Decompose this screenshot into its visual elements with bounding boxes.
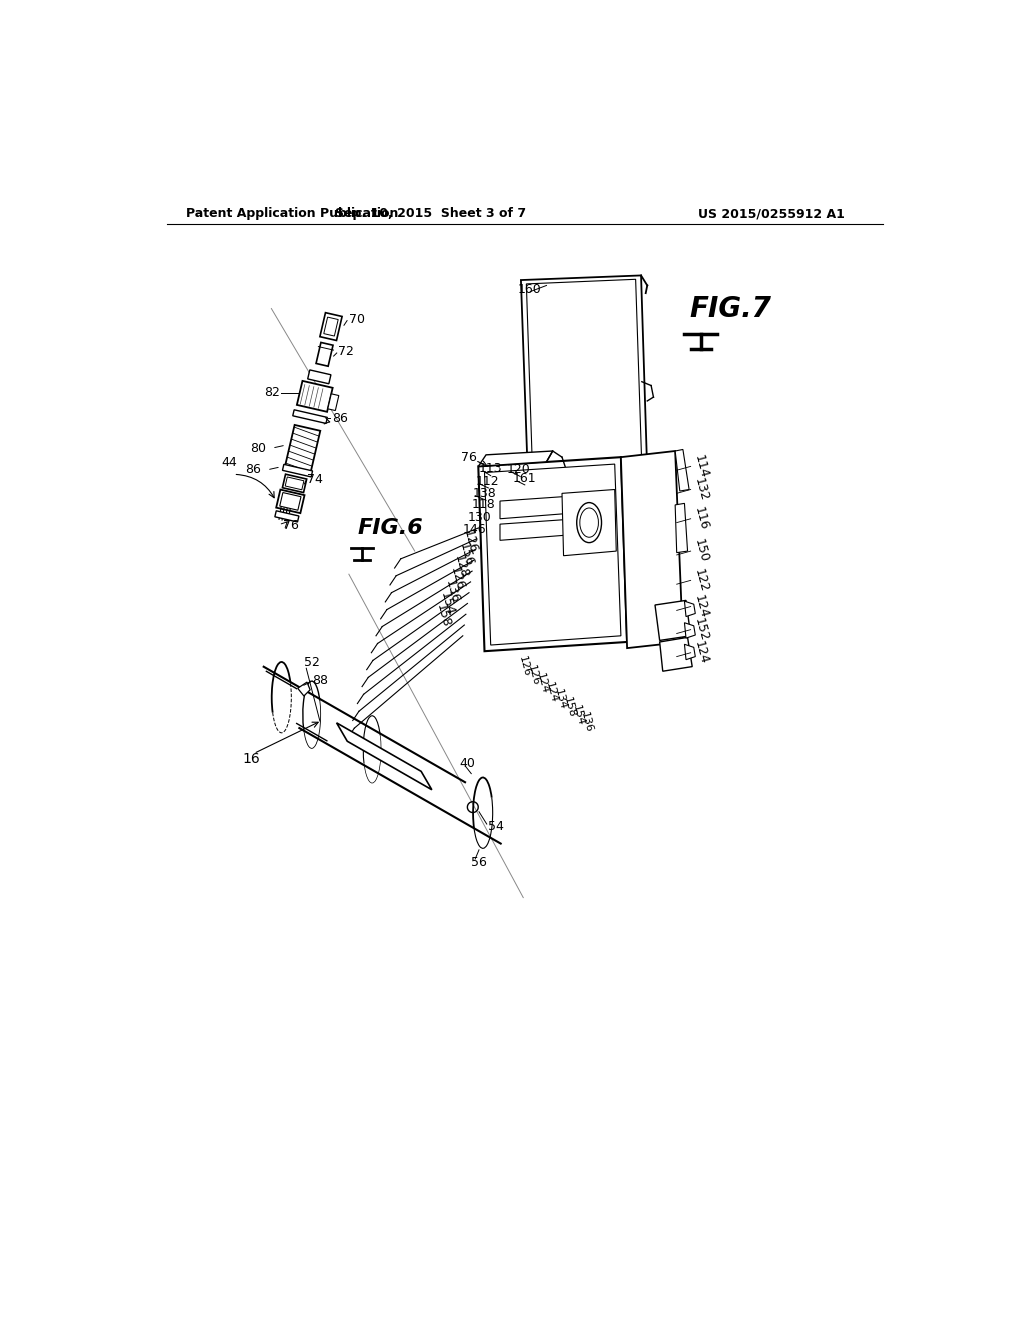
Text: 52: 52 — [304, 656, 319, 669]
Polygon shape — [478, 451, 553, 466]
Polygon shape — [675, 449, 689, 491]
Polygon shape — [684, 601, 695, 616]
Text: 88: 88 — [311, 675, 328, 688]
Text: 113: 113 — [479, 462, 503, 475]
Polygon shape — [293, 409, 328, 424]
Text: 150: 150 — [692, 537, 711, 565]
Polygon shape — [319, 313, 342, 341]
Text: 120: 120 — [506, 463, 530, 477]
Text: 130: 130 — [467, 511, 492, 524]
Text: 76: 76 — [284, 519, 299, 532]
Polygon shape — [274, 511, 299, 521]
Text: 158: 158 — [562, 696, 578, 719]
Text: US 2015/0255912 A1: US 2015/0255912 A1 — [697, 207, 845, 220]
Text: 154: 154 — [438, 590, 457, 616]
Text: 116: 116 — [692, 506, 711, 532]
Text: 16: 16 — [243, 752, 260, 766]
Text: 114: 114 — [692, 453, 711, 479]
Text: Sep. 10, 2015  Sheet 3 of 7: Sep. 10, 2015 Sheet 3 of 7 — [335, 207, 525, 220]
Text: 146: 146 — [463, 523, 486, 536]
Polygon shape — [500, 519, 579, 540]
Polygon shape — [297, 381, 333, 412]
Text: 136: 136 — [442, 578, 462, 605]
Polygon shape — [316, 342, 333, 366]
Text: 76: 76 — [461, 450, 477, 463]
Polygon shape — [500, 496, 579, 519]
Text: 132: 132 — [692, 477, 711, 503]
Text: 126: 126 — [447, 566, 466, 591]
Polygon shape — [337, 723, 432, 789]
Text: 158: 158 — [433, 602, 452, 630]
Polygon shape — [324, 317, 338, 337]
Text: 134: 134 — [553, 688, 568, 711]
Polygon shape — [285, 425, 321, 473]
Text: 161: 161 — [512, 473, 536, 486]
Text: 126: 126 — [517, 655, 532, 678]
Text: FIG.7: FIG.7 — [690, 294, 772, 322]
Polygon shape — [280, 492, 301, 511]
Text: 126: 126 — [526, 664, 542, 688]
Text: 54: 54 — [488, 820, 504, 833]
Text: 124: 124 — [535, 672, 550, 696]
Polygon shape — [562, 490, 616, 556]
Polygon shape — [521, 276, 647, 478]
Text: 128: 128 — [452, 553, 471, 579]
Polygon shape — [286, 477, 304, 490]
Polygon shape — [307, 370, 331, 384]
Text: 122: 122 — [692, 568, 711, 594]
Polygon shape — [526, 280, 642, 471]
Polygon shape — [298, 682, 310, 696]
Polygon shape — [276, 490, 304, 513]
Text: 74: 74 — [307, 473, 324, 486]
Polygon shape — [684, 644, 695, 660]
Text: 136: 136 — [579, 711, 594, 734]
Text: 126: 126 — [461, 529, 480, 554]
Polygon shape — [478, 457, 627, 651]
Text: 124: 124 — [544, 680, 559, 704]
Polygon shape — [283, 474, 307, 492]
Text: 124: 124 — [692, 594, 711, 619]
Polygon shape — [675, 503, 687, 553]
Text: FIG.6: FIG.6 — [357, 517, 423, 539]
Text: 152: 152 — [692, 616, 711, 643]
Text: 40: 40 — [460, 758, 475, 770]
Text: 112: 112 — [475, 475, 499, 488]
Text: 156: 156 — [457, 541, 475, 568]
Polygon shape — [684, 623, 695, 638]
Text: 70: 70 — [348, 313, 365, 326]
Polygon shape — [659, 638, 692, 671]
Text: 118: 118 — [471, 499, 495, 511]
Text: 44: 44 — [222, 457, 238, 470]
Text: 86: 86 — [332, 412, 348, 425]
Text: 124: 124 — [692, 640, 711, 665]
Text: 56: 56 — [471, 855, 487, 869]
Text: 160: 160 — [518, 282, 542, 296]
Text: 80: 80 — [250, 442, 266, 454]
Polygon shape — [283, 465, 312, 477]
Text: 154: 154 — [570, 704, 586, 726]
Text: 138: 138 — [473, 487, 497, 500]
Text: 82: 82 — [263, 387, 280, 400]
Polygon shape — [328, 393, 339, 411]
Polygon shape — [621, 451, 683, 648]
Text: Patent Application Publication: Patent Application Publication — [186, 207, 398, 220]
Text: 72: 72 — [338, 345, 354, 358]
Text: 86: 86 — [245, 463, 261, 477]
Polygon shape — [655, 601, 690, 640]
